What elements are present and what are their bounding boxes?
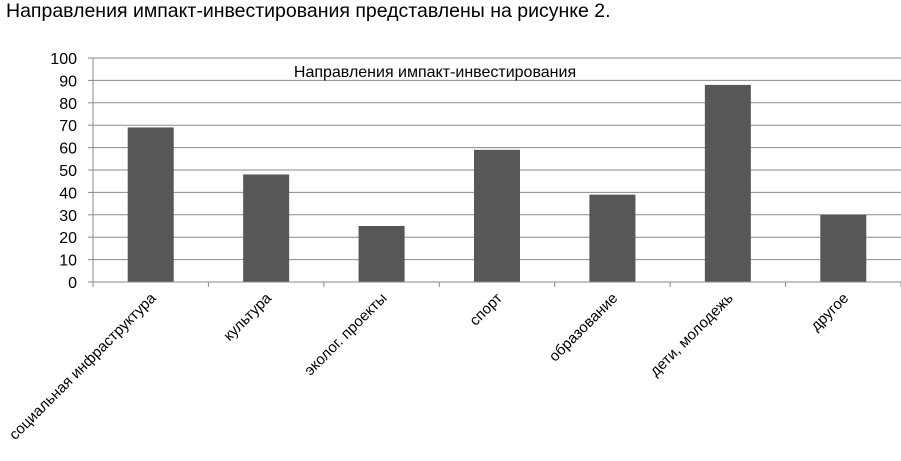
y-tick-label: 10	[59, 253, 77, 270]
x-tick-label: образование	[546, 290, 621, 365]
y-tick-label: 40	[59, 185, 77, 202]
bar-4	[589, 194, 636, 282]
y-tick-label: 80	[59, 96, 77, 113]
intro-text: Направления импакт-инвестирования предст…	[6, 0, 611, 22]
x-tick-label: дети, молодежь	[647, 290, 737, 380]
bar-5	[704, 84, 751, 282]
chart-title: Направления импакт-инвестирования	[294, 64, 576, 81]
bar-1	[243, 174, 290, 282]
x-tick-label: эколог. проекты	[301, 290, 390, 379]
bars	[127, 84, 867, 282]
y-tick-label: 50	[59, 163, 77, 180]
x-axis-ticks: социальная инфраструктура культура эколог.…	[6, 282, 901, 443]
y-tick-label: 0	[68, 275, 77, 292]
y-tick-label: 90	[59, 73, 77, 90]
y-tick-label: 60	[59, 141, 77, 158]
y-tick-label: 70	[59, 118, 77, 135]
bar-0	[127, 127, 174, 282]
bar-6	[820, 214, 867, 282]
bar-3	[474, 149, 520, 282]
x-tick-label: культура	[220, 289, 275, 344]
x-tick-label: другое	[807, 290, 852, 335]
y-tick-label: 30	[59, 208, 77, 225]
x-tick-label: спорт	[466, 290, 506, 330]
axes	[92, 58, 901, 283]
x-tick-label: социальная инфраструктура	[6, 289, 160, 443]
y-axis-ticks: 0 10 20 30 40 50 60 70 80 90 100	[50, 51, 93, 292]
y-tick-label: 100	[50, 51, 77, 68]
y-tick-label: 20	[59, 230, 77, 247]
bar-2	[358, 226, 405, 282]
